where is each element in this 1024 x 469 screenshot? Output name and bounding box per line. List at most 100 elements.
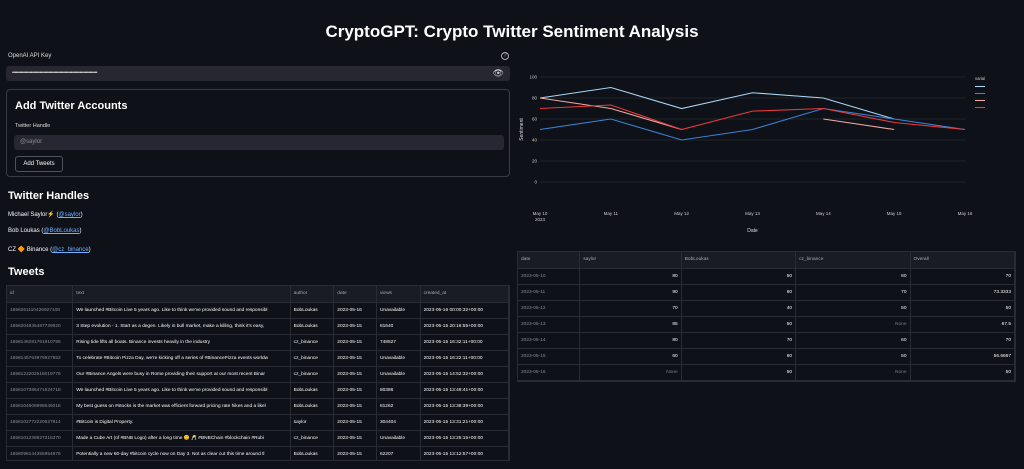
- show-password-icon[interactable]: 👁: [492, 68, 504, 78]
- table-cell: #Bitcoin is Digital Property.: [72, 414, 291, 431]
- api-key-input[interactable]: ••••••••••••••••••••••••••••••••••••••••…: [6, 66, 510, 81]
- add-accounts-title: Add Twitter Accounts: [15, 100, 128, 112]
- y-tick-label: 100: [529, 75, 537, 80]
- help-icon[interactable]: ?: [501, 52, 509, 60]
- column-header[interactable]: id: [7, 286, 74, 303]
- table-cell: 70: [910, 332, 1015, 349]
- table-row[interactable]: 1658145763979927552 To celebrate #Bitcoin…: [7, 350, 509, 367]
- handle-item: CZ 🔶 Binance (@cz_binance): [8, 247, 91, 253]
- table-cell: 2023-05-15: [333, 350, 377, 367]
- table-cell: Rising tide lifts all boats. Binance inv…: [72, 334, 291, 351]
- x-tick-label: May 14: [816, 211, 831, 216]
- table-row[interactable]: 1658101238827315370 Made a Cube Art (of #…: [7, 430, 509, 447]
- table-row[interactable]: 2023-05-14 80 70 60 70: [518, 332, 1015, 349]
- table-cell: None: [795, 316, 911, 333]
- table-cell: 1658204835487739920: [7, 318, 74, 335]
- table-cell: Unavailable: [376, 350, 421, 367]
- x-tick-label: May 12: [674, 211, 689, 216]
- add-accounts-form: Add Twitter Accounts Twitter Handle @say…: [6, 89, 510, 177]
- column-header[interactable]: cz_binance: [795, 252, 911, 269]
- table-cell: 70: [579, 300, 682, 317]
- table-cell: 70: [681, 332, 797, 349]
- column-header[interactable]: date: [333, 286, 377, 303]
- add-tweets-button[interactable]: Add Tweets: [15, 156, 63, 172]
- table-row[interactable]: 1658104608898646016 My best guess on #sto…: [7, 398, 509, 415]
- table-cell: 50: [910, 300, 1015, 317]
- table-cell: 60: [795, 332, 911, 349]
- table-cell: 2023-05-15: [333, 318, 377, 335]
- tweets-table[interactable]: id text author date views created_at 16582611…: [6, 285, 510, 461]
- table-row[interactable]: 2023-05-13 85 50 None 67.5: [518, 316, 1015, 333]
- table-cell: 62207: [376, 446, 421, 460]
- table-cell: 56.6667: [910, 348, 1015, 365]
- column-header[interactable]: author: [290, 286, 335, 303]
- column-header[interactable]: BobLoukas: [681, 252, 797, 269]
- table-cell: We launched #Bitcoin Live 5 years ago. L…: [72, 382, 291, 399]
- table-cell: 2023-05-15 14:52:32+00:00: [420, 366, 509, 383]
- table-cell: 2023-05-14: [518, 332, 581, 349]
- column-header[interactable]: Overall: [910, 252, 1015, 269]
- handle-label: Twitter Handle: [15, 123, 51, 129]
- table-cell: 60: [681, 348, 797, 365]
- table-cell: 50: [795, 300, 911, 317]
- table-row[interactable]: 1658123202515019776 Our #Binance Angels w…: [7, 366, 509, 383]
- sentiment-table[interactable]: date saylor BobLoukas cz_binance Overall 202…: [517, 251, 1016, 382]
- table-row[interactable]: 1658098144355954976 Potentially a new 60-…: [7, 446, 509, 460]
- table-cell: 1658261110426927108: [7, 302, 74, 319]
- column-header[interactable]: saylor: [579, 252, 682, 269]
- handle-item: Bob Loukas (@BobLoukas): [8, 228, 82, 234]
- column-header[interactable]: date: [518, 252, 581, 269]
- table-cell: 2023-05-15 16:32:11+00:00: [420, 334, 509, 351]
- table-cell: 80: [579, 268, 682, 285]
- api-key-value: ••••••••••••••••••••••••••••••••••••••••…: [12, 70, 98, 76]
- table-row[interactable]: 2023-05-11 90 60 70 73.3333: [518, 284, 1015, 301]
- table-row[interactable]: 2023-05-15 60 60 50 56.6667: [518, 348, 1015, 365]
- x-axis-label: Date: [747, 228, 758, 234]
- legend-title: variable: [975, 76, 985, 81]
- table-cell: 1658101238827315370: [7, 430, 74, 447]
- x-tick-label: May 11: [604, 211, 619, 216]
- table-row[interactable]: 2023-05-16 None 50 None 50: [518, 364, 1015, 381]
- table-row[interactable]: 1658107386471624718 We launched #Bitcoin …: [7, 382, 509, 399]
- page-title: CryptoGPT: Crypto Twitter Sentiment Anal…: [325, 22, 699, 41]
- table-row[interactable]: 1658148281761910786 Rising tide lifts all…: [7, 334, 509, 351]
- table-cell: 1658102772220527814: [7, 414, 74, 431]
- table-cell: 1658123202515019776: [7, 366, 74, 383]
- table-cell: BobLoukas: [290, 318, 335, 335]
- x-tick-label: May 13: [745, 211, 760, 216]
- table-cell: cz_binance: [290, 430, 335, 447]
- column-header[interactable]: created_at: [420, 286, 509, 303]
- handle-link[interactable]: @cz_binance: [52, 247, 89, 253]
- x-tick-label: 2023: [535, 217, 546, 222]
- table-cell: 50: [681, 316, 797, 333]
- table-cell: 2023-05-15: [333, 414, 377, 431]
- table-cell: 1658145763979927552: [7, 350, 74, 367]
- table-cell: 50: [681, 364, 797, 381]
- table-cell: Unavailable: [376, 366, 421, 383]
- table-cell: 2023-05-15: [333, 366, 377, 383]
- table-cell: 2023-05-15 20:16:55+00:00: [420, 318, 509, 335]
- table-row[interactable]: 1658102772220527814 #Bitcoin is Digital P…: [7, 414, 509, 431]
- table-cell: 81640: [376, 318, 421, 335]
- handle-link[interactable]: @BobLoukas: [43, 228, 80, 234]
- y-axis-label: Sentiment: [519, 118, 525, 141]
- column-header[interactable]: text: [72, 286, 291, 303]
- x-tick-label: May 10: [533, 211, 548, 216]
- handle-link[interactable]: @saylor: [58, 212, 81, 218]
- table-cell: 1658107386471624718: [7, 382, 74, 399]
- table-row[interactable]: 1658261110426927108 We launched #Bitcoin …: [7, 302, 509, 319]
- table-cell: 2023-05-15 16:22:11+00:00: [420, 350, 509, 367]
- table-cell: 90: [579, 284, 682, 301]
- table-row[interactable]: 1658204835487739920 3 Step evolution - 1.…: [7, 318, 509, 335]
- column-header[interactable]: views: [376, 286, 421, 303]
- table-cell: 304404: [376, 414, 421, 431]
- table-cell: 2023-05-15: [333, 430, 377, 447]
- table-row[interactable]: 2023-05-10 80 50 80 70: [518, 268, 1015, 285]
- table-cell: 2023-05-15 13:25:15+00:00: [420, 430, 509, 447]
- table-row[interactable]: 2023-05-12 70 40 50 50: [518, 300, 1015, 317]
- handle-input[interactable]: @saylor: [14, 135, 504, 150]
- table-cell: 1658098144355954976: [7, 446, 74, 460]
- table-cell: 2023-05-16: [333, 302, 377, 319]
- table-cell: Unavailable: [376, 430, 421, 447]
